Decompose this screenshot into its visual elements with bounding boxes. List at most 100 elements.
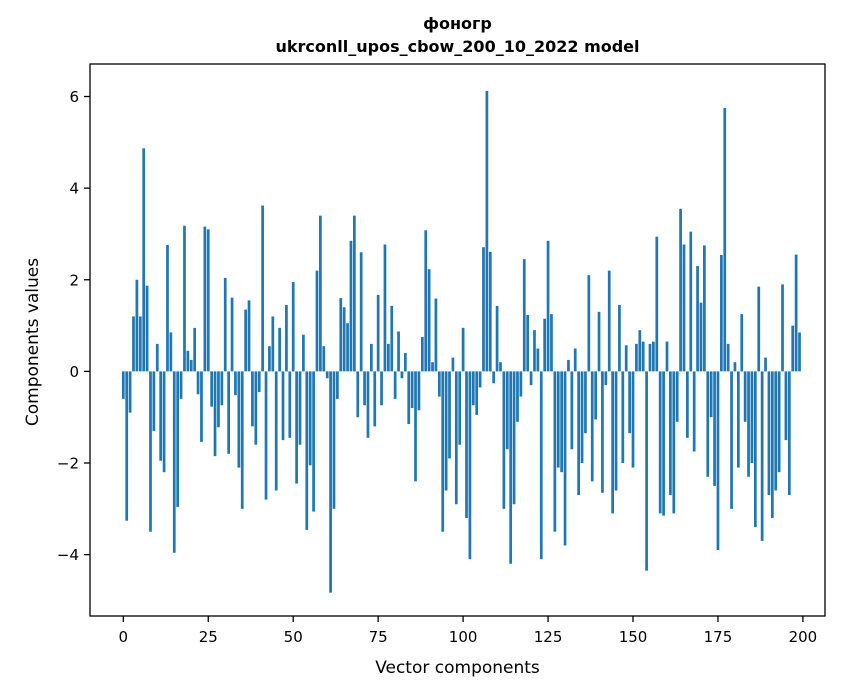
bar	[366, 371, 370, 438]
bar	[607, 270, 611, 372]
bar	[686, 371, 689, 438]
bar	[675, 371, 679, 422]
bar	[349, 240, 353, 372]
bar	[380, 371, 383, 406]
bar	[618, 304, 621, 372]
bar	[271, 316, 275, 372]
bar	[733, 362, 737, 372]
bar	[441, 371, 445, 532]
bar	[641, 341, 645, 372]
bar	[509, 371, 513, 564]
bar	[777, 371, 781, 473]
bar	[482, 247, 485, 372]
bar	[706, 371, 710, 477]
bar	[237, 371, 241, 468]
bar	[407, 371, 411, 425]
bar	[393, 371, 397, 399]
bar	[189, 359, 193, 372]
bar	[332, 371, 336, 509]
bar	[760, 371, 764, 541]
bar	[631, 371, 635, 468]
bar	[336, 371, 339, 399]
bar	[689, 231, 693, 372]
bar	[373, 371, 377, 427]
y-tick-label: −4	[57, 546, 79, 564]
bar	[465, 371, 468, 518]
chart-title: фоногр	[423, 14, 492, 33]
y-tick-label: −2	[57, 454, 79, 472]
bar	[669, 371, 672, 496]
bar	[213, 371, 217, 457]
bar	[611, 371, 614, 514]
bar	[264, 371, 268, 500]
bar	[614, 371, 618, 491]
bar	[601, 371, 604, 493]
bar	[363, 371, 366, 406]
bar	[720, 255, 723, 372]
bar	[604, 371, 608, 386]
bar	[471, 371, 475, 406]
bar	[665, 341, 669, 372]
bar	[288, 371, 292, 438]
bar	[556, 371, 560, 468]
bar	[529, 371, 533, 386]
bar	[149, 371, 152, 532]
bar	[519, 371, 523, 397]
bar	[672, 371, 676, 514]
bar	[298, 371, 302, 445]
chart-title-block: фоногр ukrconll_upos_cbow_200_10_2022 mo…	[90, 12, 825, 58]
x-tick-label: 25	[199, 628, 218, 646]
bar	[454, 371, 458, 505]
bar	[567, 359, 570, 372]
bar	[254, 371, 258, 445]
bar	[787, 371, 791, 496]
bar	[505, 371, 509, 450]
bar	[417, 371, 421, 411]
bar	[281, 371, 285, 441]
bar	[227, 371, 230, 454]
bar	[339, 298, 343, 372]
x-tick-label: 200	[789, 628, 818, 646]
bar	[516, 371, 519, 422]
bar	[410, 371, 414, 409]
bar	[655, 236, 659, 372]
bar	[437, 371, 441, 397]
bar	[142, 148, 146, 372]
bar	[730, 371, 733, 509]
bar	[580, 371, 584, 463]
bar	[308, 371, 312, 466]
bar	[791, 325, 795, 372]
y-tick-label: 2	[69, 271, 79, 289]
bar	[573, 348, 577, 372]
bar	[169, 332, 173, 372]
bar	[451, 357, 455, 372]
bar	[726, 343, 730, 372]
bar	[750, 371, 754, 463]
bar	[268, 346, 271, 372]
x-tick-label: 125	[534, 628, 563, 646]
bar	[121, 371, 125, 399]
bar	[176, 371, 180, 507]
bar	[458, 371, 462, 445]
x-tick-label: 100	[449, 628, 478, 646]
bar	[329, 371, 332, 593]
bar	[322, 346, 326, 372]
bar	[312, 371, 315, 512]
bar	[648, 343, 652, 372]
bar	[230, 297, 234, 372]
bar	[220, 371, 224, 406]
bar	[193, 327, 197, 372]
bar	[247, 300, 251, 372]
bar	[492, 371, 496, 384]
bar	[560, 371, 564, 473]
bar	[305, 371, 309, 530]
bar	[217, 371, 220, 428]
bar	[597, 311, 601, 372]
bar	[179, 371, 183, 399]
y-tick-label: 4	[69, 180, 79, 198]
bar	[183, 225, 186, 372]
bar	[461, 327, 465, 372]
bar	[624, 345, 628, 372]
bar	[784, 371, 788, 441]
